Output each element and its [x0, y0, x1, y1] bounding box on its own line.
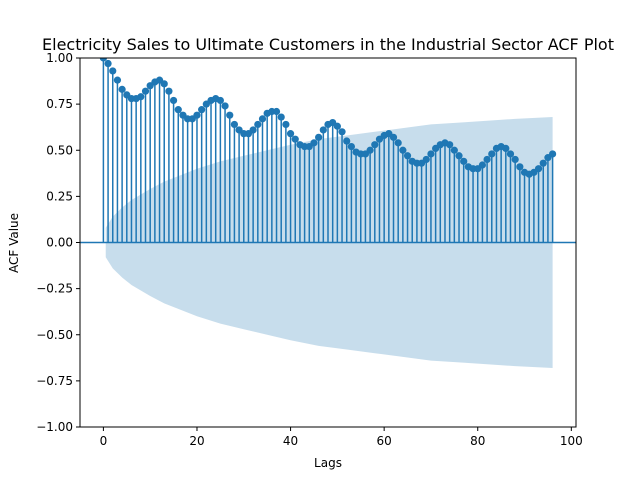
- x-tick-label: 40: [283, 434, 298, 448]
- acf-point: [539, 159, 547, 167]
- y-tick-label: −0.75: [36, 374, 73, 388]
- acf-point: [338, 128, 346, 136]
- acf-point: [99, 58, 107, 62]
- acf-point: [221, 102, 229, 110]
- acf-point: [226, 111, 234, 119]
- acf-point: [343, 137, 351, 145]
- acf-point: [450, 146, 458, 154]
- acf-point: [291, 135, 299, 143]
- x-tick-label: 20: [189, 434, 204, 448]
- y-tick-label: 0.75: [46, 97, 73, 111]
- acf-point: [272, 107, 281, 116]
- acf-point: [478, 161, 487, 169]
- acf-point: [506, 150, 515, 158]
- acf-point: [104, 59, 112, 68]
- acf-point: [118, 85, 126, 93]
- marker-layer: [99, 58, 557, 178]
- acf-point: [282, 120, 290, 129]
- x-tick-label: 0: [100, 434, 108, 448]
- x-tick-label: 80: [470, 434, 485, 448]
- acf-point: [516, 163, 524, 171]
- x-axis-label: Lags: [314, 456, 342, 470]
- acf-point: [174, 106, 182, 114]
- acf-point: [160, 80, 168, 88]
- x-tick-label: 60: [377, 434, 392, 448]
- y-axis-label: ACF Value: [7, 213, 21, 273]
- acf-point: [399, 146, 407, 154]
- acf-point: [371, 141, 379, 149]
- acf-point: [549, 150, 557, 158]
- acf-point: [446, 141, 454, 149]
- acf-point: [310, 139, 318, 147]
- acf-point: [511, 155, 519, 164]
- acf-point: [422, 155, 430, 164]
- acf-point: [254, 120, 262, 129]
- x-tick-label: 100: [560, 434, 583, 448]
- stem-layer: [102, 58, 554, 243]
- y-tick-label: 0.50: [46, 143, 73, 157]
- acf-point: [427, 150, 435, 158]
- y-tick-label: −1.00: [36, 420, 73, 434]
- acf-point: [389, 133, 398, 141]
- acf-point: [141, 87, 150, 95]
- acf-point: [277, 113, 285, 121]
- acf-point: [165, 87, 173, 95]
- acf-point: [333, 122, 341, 130]
- y-tick-label: −0.25: [36, 282, 73, 296]
- acf-point: [258, 115, 267, 123]
- acf-point: [483, 155, 491, 164]
- acf-point: [534, 165, 543, 173]
- acf-point: [137, 93, 145, 101]
- y-axis-ticks: −1.00 −0.75 −0.50 −0.25 0.00 0.25 0.50 0.75 1.00: [36, 51, 80, 434]
- acf-point: [394, 139, 402, 147]
- acf-point: [230, 120, 239, 129]
- acf-point: [502, 144, 510, 153]
- acf-point: [216, 96, 224, 105]
- x-axis-ticks: 0 20 40 60 80 100: [100, 427, 583, 448]
- acf-point: [286, 130, 295, 138]
- acf-point: [169, 96, 178, 105]
- y-tick-label: 0.00: [46, 236, 73, 250]
- acf-point: [403, 152, 412, 160]
- acf-point: [193, 111, 201, 119]
- y-tick-label: 1.00: [46, 51, 73, 65]
- acf-point: [455, 152, 463, 160]
- acf-point: [315, 133, 323, 141]
- acf-point: [113, 76, 122, 84]
- acf-point: [347, 142, 355, 151]
- y-tick-label: 0.25: [46, 189, 73, 203]
- acf-point: [488, 150, 496, 158]
- acf-point: [460, 157, 468, 165]
- acf-point: [109, 67, 117, 75]
- acf-point: [366, 146, 374, 154]
- acf-point: [198, 106, 206, 114]
- acf-point: [249, 126, 257, 134]
- acf-point: [319, 126, 327, 134]
- chart-title: Electricity Sales to Ultimate Customers …: [42, 35, 614, 54]
- y-tick-label: −0.50: [36, 328, 73, 342]
- plot-area: [80, 58, 576, 368]
